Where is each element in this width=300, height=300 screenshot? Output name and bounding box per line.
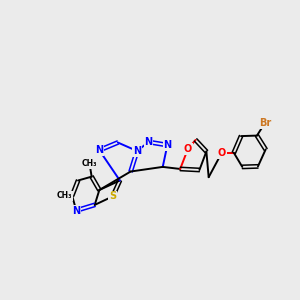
Text: N: N bbox=[72, 206, 80, 215]
Text: N: N bbox=[163, 140, 171, 150]
Text: N: N bbox=[145, 137, 153, 147]
Text: S: S bbox=[109, 191, 116, 201]
Text: CH₃: CH₃ bbox=[82, 159, 97, 168]
Text: N: N bbox=[133, 146, 141, 156]
Text: N: N bbox=[95, 145, 104, 155]
Text: CH₃: CH₃ bbox=[57, 191, 72, 200]
Text: Br: Br bbox=[259, 118, 271, 128]
Text: O: O bbox=[218, 148, 226, 158]
Text: O: O bbox=[184, 144, 192, 154]
